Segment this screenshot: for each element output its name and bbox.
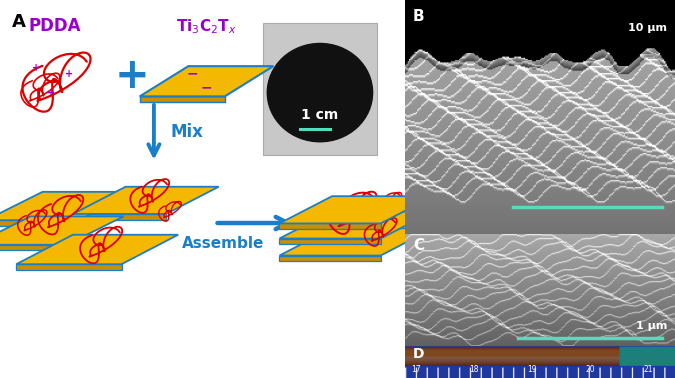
Text: 17: 17 xyxy=(411,365,421,374)
Text: −: − xyxy=(200,80,213,94)
Text: B: B xyxy=(413,9,425,24)
Text: C: C xyxy=(413,238,424,253)
Polygon shape xyxy=(0,245,67,250)
Text: D: D xyxy=(413,347,425,361)
Polygon shape xyxy=(279,239,381,244)
Polygon shape xyxy=(140,66,273,96)
Text: +: + xyxy=(47,88,55,98)
Text: 19: 19 xyxy=(527,365,537,374)
Text: Assemble: Assemble xyxy=(182,236,265,251)
Text: 18: 18 xyxy=(469,365,479,374)
Polygon shape xyxy=(0,216,124,245)
Polygon shape xyxy=(279,223,381,229)
Polygon shape xyxy=(16,264,122,270)
Text: +: + xyxy=(114,54,149,97)
Polygon shape xyxy=(16,235,178,264)
Text: 1 cm: 1 cm xyxy=(301,108,339,122)
Polygon shape xyxy=(0,192,136,220)
FancyBboxPatch shape xyxy=(263,23,377,155)
Text: +: + xyxy=(32,63,40,73)
Text: 21: 21 xyxy=(643,365,653,374)
Text: A: A xyxy=(12,13,26,31)
Polygon shape xyxy=(279,196,433,223)
Text: 20: 20 xyxy=(585,365,595,374)
Text: Ti$_3$C$_2$T$_x$: Ti$_3$C$_2$T$_x$ xyxy=(176,17,237,36)
Text: 1 μm: 1 μm xyxy=(636,321,667,332)
Text: +: + xyxy=(65,69,73,79)
Circle shape xyxy=(267,43,373,142)
Text: 10 μm: 10 μm xyxy=(628,23,667,33)
Polygon shape xyxy=(73,214,166,220)
Polygon shape xyxy=(279,228,433,256)
Text: −: − xyxy=(186,67,198,81)
Polygon shape xyxy=(73,187,219,214)
Polygon shape xyxy=(0,220,79,226)
Text: Mix: Mix xyxy=(170,123,203,141)
Polygon shape xyxy=(140,96,225,102)
Polygon shape xyxy=(279,211,433,239)
Text: PDDA: PDDA xyxy=(28,17,81,36)
Polygon shape xyxy=(279,256,381,261)
